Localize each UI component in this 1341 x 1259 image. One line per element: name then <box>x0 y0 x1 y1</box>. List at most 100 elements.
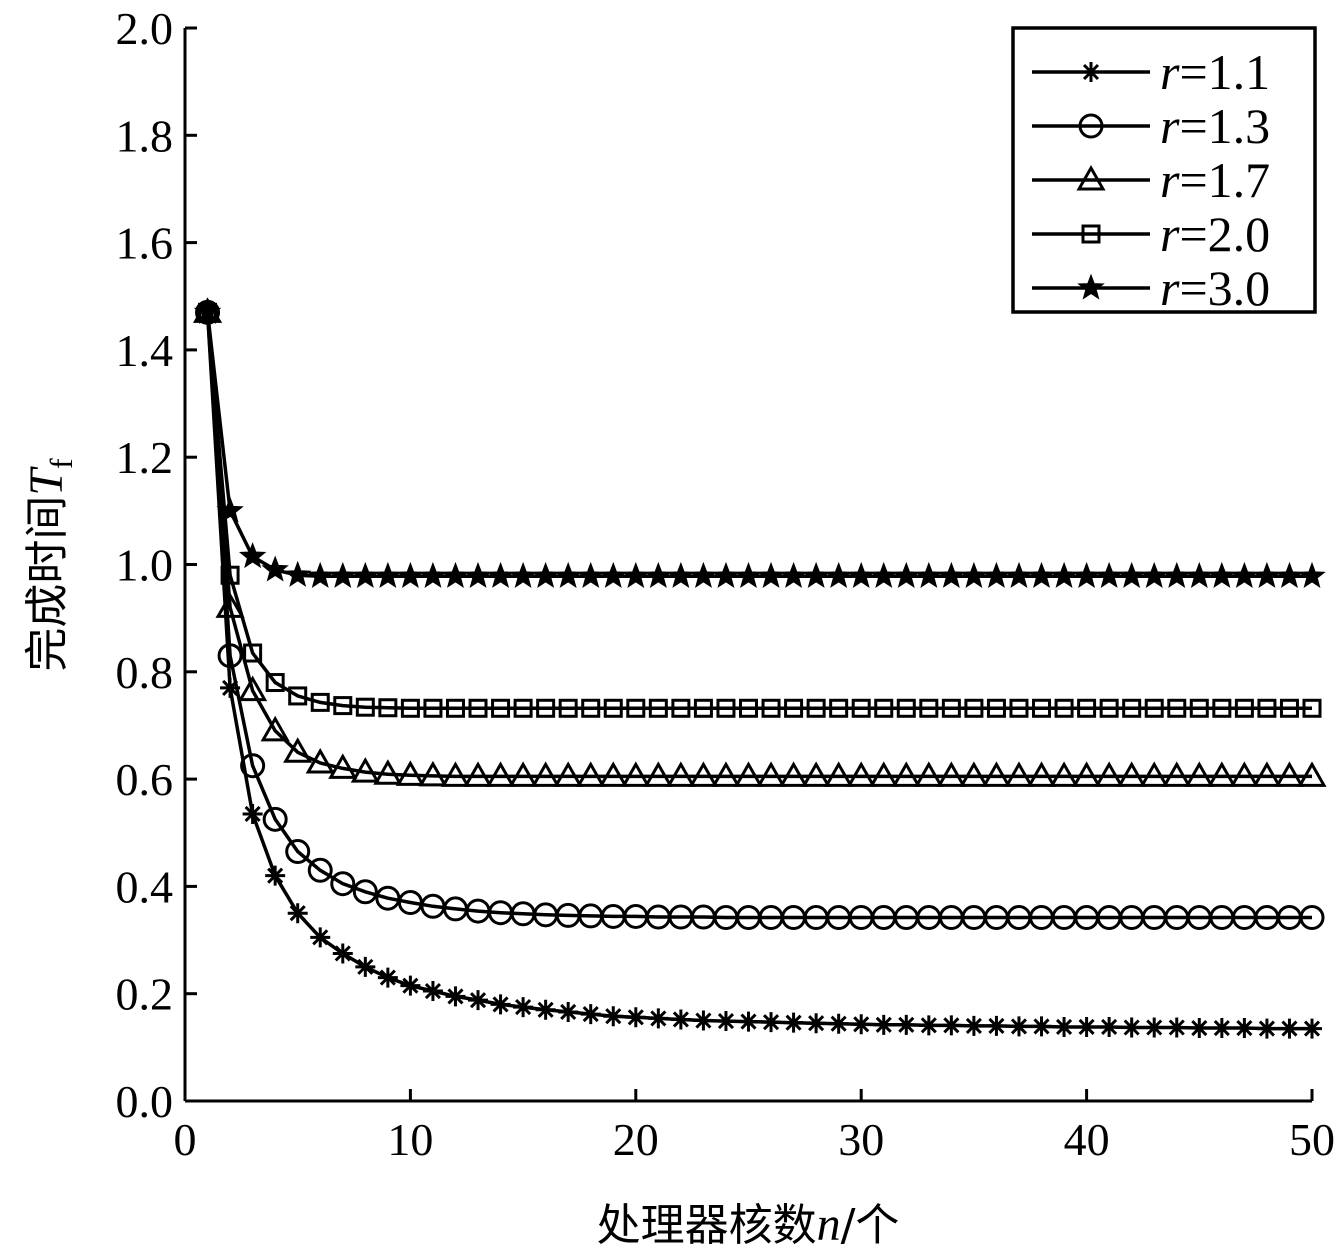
data-point-square <box>716 698 736 718</box>
data-point-square <box>1077 698 1097 718</box>
x-axis-title-suffix: /个 <box>841 1200 900 1251</box>
series-star <box>193 297 1326 588</box>
data-point-asterisk <box>468 990 489 1011</box>
data-point-circle <box>330 871 356 897</box>
data-point-asterisk <box>580 1004 601 1025</box>
data-point-asterisk <box>1076 1016 1097 1037</box>
data-point-asterisk <box>422 981 443 1002</box>
legend-box <box>1011 26 1317 314</box>
data-point-star <box>1275 561 1304 588</box>
y-tick-label: 0.8 <box>116 647 174 698</box>
data-point-square <box>1099 698 1119 718</box>
data-point-star <box>1185 561 1214 588</box>
data-point-star <box>554 561 582 588</box>
data-point-star <box>779 561 808 588</box>
data-point-star <box>238 542 267 569</box>
legend-label-value: =1.3 <box>1179 98 1270 154</box>
series-square <box>198 302 1322 718</box>
data-point-square <box>333 696 353 716</box>
data-point-triangle <box>756 761 786 787</box>
data-point-asterisk <box>603 1006 624 1027</box>
data-point-square <box>1189 698 1209 718</box>
data-point-square <box>986 698 1006 718</box>
legend-label-value: =3.0 <box>1179 260 1270 316</box>
y-tick-label: 1.0 <box>116 540 174 591</box>
data-point-star <box>599 561 627 588</box>
data-point-asterisk <box>783 1012 804 1033</box>
data-point-triangle <box>1297 761 1327 787</box>
data-point-triangle <box>1117 761 1147 787</box>
data-point-triangle <box>553 761 583 787</box>
data-point-star <box>531 561 560 588</box>
data-point-star <box>1050 561 1078 588</box>
data-point-star <box>486 561 515 588</box>
data-point-star <box>396 561 425 588</box>
legend-label: r=1.7 <box>1160 152 1270 208</box>
data-point-circle <box>307 857 333 883</box>
data-point-triangle <box>531 761 561 787</box>
data-point-asterisk <box>355 956 376 977</box>
data-point-square <box>693 698 713 718</box>
series-layer <box>192 297 1327 1039</box>
data-point-triangle <box>643 761 673 787</box>
data-point-star <box>982 561 1011 588</box>
data-point-star <box>734 561 763 588</box>
data-point-square <box>784 698 804 718</box>
data-point-star <box>329 561 357 588</box>
data-point-circle <box>1078 113 1104 139</box>
data-point-star <box>1072 561 1101 588</box>
data-point-star <box>261 555 289 582</box>
data-point-asterisk <box>963 1015 984 1036</box>
series-triangle <box>192 297 1327 787</box>
data-point-asterisk <box>1279 1018 1300 1039</box>
y-axis-title-var: T <box>20 466 73 496</box>
data-point-asterisk <box>918 1015 939 1036</box>
data-point-square <box>671 698 691 718</box>
y-axis-title-sub: f <box>43 458 79 469</box>
data-point-square <box>288 686 308 706</box>
legend-label-var: r <box>1160 44 1180 100</box>
x-tick-label: 0 <box>174 1114 197 1165</box>
data-point-triangle <box>305 747 335 774</box>
data-point-asterisk <box>896 1014 917 1035</box>
data-point-asterisk <box>1189 1018 1210 1039</box>
data-point-asterisk <box>310 927 331 948</box>
data-point-asterisk <box>1081 62 1101 82</box>
y-tick-label: 1.2 <box>116 432 174 483</box>
data-point-asterisk <box>287 903 308 924</box>
data-point-asterisk <box>332 943 353 964</box>
data-point-circle <box>217 643 243 669</box>
series-line-square <box>205 312 1312 711</box>
data-point-triangle <box>1252 761 1282 787</box>
data-point-triangle <box>801 761 831 787</box>
x-axis-title: 处理器核数n/个 <box>597 1198 900 1251</box>
data-point-asterisk <box>1211 1018 1232 1039</box>
data-point-square <box>513 698 533 718</box>
legend: r=1.1r=1.3r=1.7r=2.0r=3.0 <box>1011 26 1317 316</box>
data-point-triangle <box>260 715 290 742</box>
data-point-square <box>761 698 781 718</box>
data-point-asterisk <box>513 997 534 1018</box>
data-point-triangle <box>215 592 245 618</box>
data-point-triangle <box>508 761 538 787</box>
legend-item-square: r=2.0 <box>1032 206 1270 262</box>
legend-label: r=1.1 <box>1160 44 1270 100</box>
data-point-asterisk <box>1031 1016 1052 1037</box>
legend-label-value: =1.1 <box>1179 44 1270 100</box>
data-point-circle <box>240 753 266 779</box>
data-point-asterisk <box>873 1014 894 1035</box>
data-point-asterisk <box>445 986 466 1007</box>
x-tick-label: 20 <box>613 1114 659 1165</box>
data-point-square <box>1279 698 1299 718</box>
legend-label: r=3.0 <box>1160 260 1270 316</box>
axes: 0.0 0.2 0.4 0.6 0.8 1.0 1.2 1.4 1.6 1.8 2.0 0 10 20 30… <box>116 3 1336 1165</box>
data-point-asterisk <box>851 1014 872 1035</box>
data-point-triangle <box>733 761 764 787</box>
legend-item-triangle: r=1.7 <box>1032 152 1270 208</box>
data-point-star <box>216 496 244 523</box>
data-point-star <box>419 561 447 588</box>
legend-label-var: r <box>1160 260 1180 316</box>
legend-label-var: r <box>1160 152 1180 208</box>
data-point-square <box>806 698 826 718</box>
